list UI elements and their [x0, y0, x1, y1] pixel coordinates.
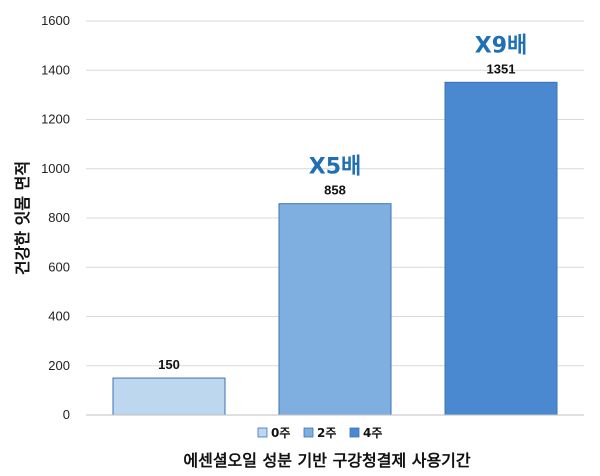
annotations: X5배 X9배: [309, 33, 528, 179]
x-axis-title: 에센셜오일 성분 기반 구강청결제 사용기간: [183, 451, 471, 470]
y-tick-label: 200: [48, 358, 70, 373]
bar: [278, 203, 392, 416]
legend-label: 0주: [271, 426, 290, 440]
data-labels: 150 858 1351: [158, 61, 515, 372]
bar: [444, 81, 558, 416]
data-label: 150: [158, 357, 180, 372]
bar: [112, 377, 226, 416]
legend-swatch: [257, 427, 268, 438]
y-tick-label: 1200: [41, 112, 70, 127]
y-tick-label: 600: [48, 259, 70, 274]
annotation-label: X5배: [309, 155, 362, 180]
legend-swatch: [349, 427, 360, 438]
legend: 0주 2주 4주: [257, 426, 382, 440]
y-tick-label: 400: [48, 309, 70, 324]
y-tick-label: 0: [63, 407, 70, 422]
legend-label: 4주: [363, 426, 382, 440]
legend-swatch: [303, 427, 314, 438]
annotation-label: X9배: [475, 33, 528, 58]
y-tick-label: 1600: [41, 13, 70, 28]
y-tick-labels: 0 200 400 600 800 1000 1200 1400 1600: [41, 13, 70, 422]
data-label: 858: [324, 183, 346, 198]
y-tick-label: 1000: [41, 161, 70, 176]
y-axis-title: 건강한 잇몸 면적: [13, 161, 32, 275]
data-label: 1351: [487, 61, 516, 76]
y-tick-label: 1400: [41, 62, 70, 77]
legend-label: 2주: [317, 426, 336, 440]
y-tick-label: 800: [48, 210, 70, 225]
bars: [112, 81, 558, 416]
